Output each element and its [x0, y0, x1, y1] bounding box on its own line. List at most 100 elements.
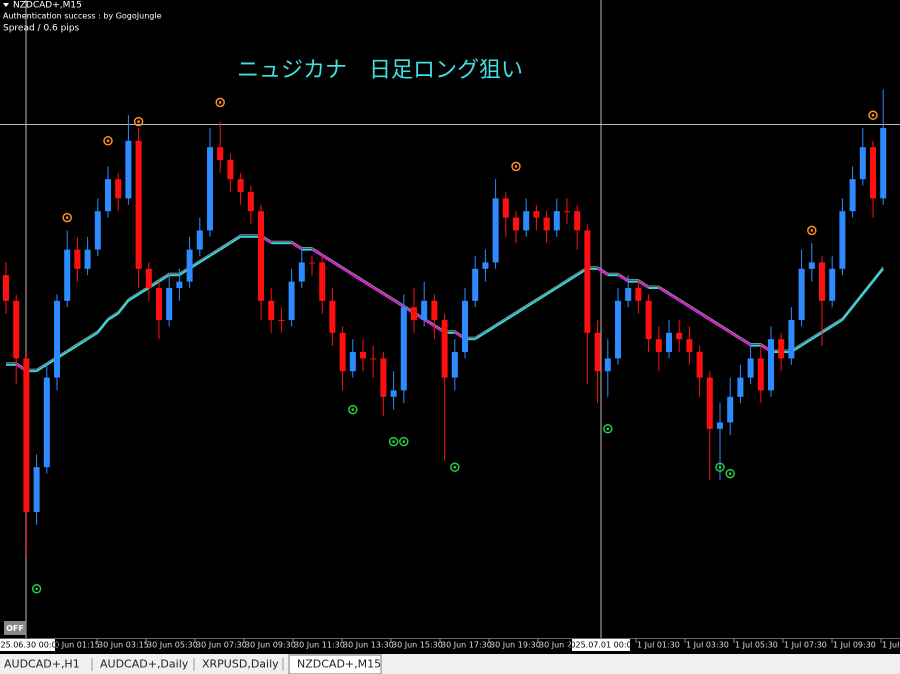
candle-body	[360, 352, 366, 359]
signal-ring	[450, 462, 460, 472]
ma-segment	[158, 274, 170, 283]
ma-segment	[138, 287, 150, 296]
signal-dot	[728, 472, 732, 475]
ma-segment	[372, 287, 384, 296]
candle-body	[319, 262, 326, 301]
ma-shadow	[77, 336, 88, 345]
candle-body	[94, 211, 101, 250]
candle-body	[880, 128, 887, 199]
signal-dot	[453, 465, 457, 469]
candle-body	[64, 249, 71, 301]
candle-body	[645, 300, 652, 340]
candle-body	[288, 281, 295, 320]
x-tick-label: 1 Jul 03:30	[686, 641, 729, 650]
candle-body	[380, 358, 387, 397]
ma-segment	[688, 306, 701, 315]
ma-segment	[556, 280, 568, 289]
candle-body	[492, 198, 499, 263]
candle-body	[513, 217, 519, 231]
x-tick-label: 30 Jun 07:30	[196, 641, 247, 650]
ma-shadow	[638, 279, 649, 287]
ma-segment	[362, 280, 374, 289]
candle-body	[747, 358, 754, 378]
signal-ring	[388, 436, 399, 447]
candle-body	[339, 332, 346, 372]
ma-shadow	[219, 240, 231, 249]
candle-body	[13, 300, 20, 359]
ma-shadow	[658, 285, 670, 293]
ma-shadow	[740, 336, 751, 345]
ma-segment	[107, 312, 119, 321]
ma-shadow	[525, 298, 537, 306]
candle-body	[43, 377, 50, 468]
ma-segment	[342, 267, 354, 277]
ma-segment	[668, 293, 680, 302]
candle-body	[217, 147, 224, 160]
signal-ring	[399, 436, 409, 447]
tab-label[interactable]: AUDCAD+,Daily	[100, 658, 189, 671]
tab-label[interactable]: AUDCAD+,H1	[4, 658, 80, 671]
signal-ring	[725, 468, 735, 479]
ma-shadow	[230, 234, 241, 242]
signal-ring	[715, 462, 725, 472]
candle-body	[278, 320, 285, 321]
crosshair-time-box	[0, 639, 55, 651]
ma-segment	[87, 331, 99, 341]
ma-shadow	[128, 291, 139, 300]
x-tick-label: 30 Jun 05:30	[147, 641, 198, 650]
ma-shadow	[515, 304, 527, 313]
tab-active[interactable]	[288, 654, 382, 674]
ma-shadow	[117, 298, 129, 312]
x-tick-label: 30 Jun 15:30	[392, 641, 443, 650]
candle-body	[727, 396, 734, 423]
ma-segment	[331, 261, 344, 270]
candle-body	[258, 211, 264, 301]
ma-shadow	[831, 317, 843, 325]
off-button[interactable]	[4, 621, 26, 635]
ma-segment	[484, 325, 497, 334]
candle-body	[706, 377, 713, 429]
signal-dot	[402, 440, 406, 443]
ma-segment	[801, 338, 813, 347]
ma-segment	[525, 299, 537, 309]
ma-segment	[36, 363, 48, 373]
candle-body	[390, 390, 397, 397]
x-tick-label: 1 Jul 05:30	[735, 641, 778, 650]
ma-segment	[352, 274, 364, 283]
x-tick-label: 1 Jul 09:30	[833, 641, 876, 650]
ma-segment	[495, 319, 507, 328]
candle-body	[788, 320, 795, 359]
candle-body	[523, 211, 530, 231]
signal-dot	[137, 120, 140, 123]
ma-segment	[117, 300, 130, 315]
ma-segment	[841, 306, 854, 321]
menu-arrow[interactable]	[3, 3, 9, 7]
candle-body	[421, 300, 428, 320]
ma-shadow	[485, 323, 496, 332]
ma-segment	[515, 306, 527, 315]
candle-body	[625, 288, 632, 301]
signal-dot	[514, 165, 518, 168]
ma-shadow	[699, 311, 711, 319]
ma-segment	[321, 255, 333, 264]
ma-shadow	[872, 266, 884, 280]
tab-label[interactable]: NZDCAD+,M15	[297, 658, 381, 671]
candle-body	[737, 377, 744, 397]
candle-body	[247, 192, 254, 212]
ma-shadow	[342, 266, 354, 274]
ma-shadow	[689, 304, 700, 313]
candle-body	[666, 332, 672, 352]
ma-segment	[474, 331, 486, 341]
candle-body	[349, 352, 356, 372]
candle-body	[798, 268, 805, 320]
signal-ring	[215, 97, 225, 108]
off-label[interactable]: OFF	[6, 624, 24, 633]
candle-body	[462, 300, 468, 352]
ma-segment	[566, 274, 578, 283]
ma-shadow	[66, 343, 78, 351]
candle-body	[686, 339, 693, 352]
ma-shadow	[199, 253, 211, 261]
ma-shadow	[311, 247, 323, 255]
tab-label[interactable]: XRPUSD,Daily	[202, 658, 279, 671]
ma-shadow	[719, 323, 731, 332]
